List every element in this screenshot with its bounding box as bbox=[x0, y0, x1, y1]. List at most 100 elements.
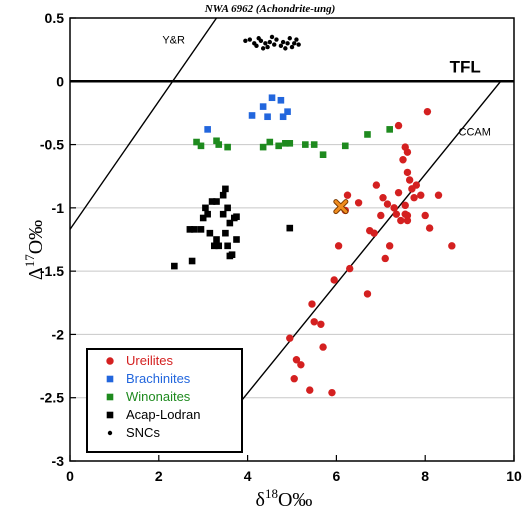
winonaites-point bbox=[319, 151, 327, 158]
winonaites-point bbox=[341, 142, 349, 150]
brachinites-point bbox=[204, 126, 211, 133]
legend-label-winonaites: Winonaites bbox=[126, 389, 191, 404]
ureilites-point bbox=[381, 254, 389, 263]
sncs-point bbox=[287, 36, 292, 41]
reference-line-ccam bbox=[238, 80, 502, 405]
acaplodran-point bbox=[199, 214, 207, 222]
winonaites-point bbox=[302, 141, 309, 148]
ureilites-point bbox=[372, 181, 381, 189]
y-tick-label: 0.5 bbox=[45, 10, 65, 26]
ureilites-point bbox=[401, 201, 409, 210]
winonaites-point bbox=[266, 138, 274, 146]
sncs-point bbox=[247, 37, 253, 42]
sncs-point bbox=[294, 37, 299, 42]
ureilites-point bbox=[310, 318, 318, 326]
axis-ticks: 0.50-0.5-1-1.5-2-2.5-30 2 4 6 8 10 bbox=[40, 10, 522, 484]
brachinites-point bbox=[284, 108, 291, 115]
plot-frame bbox=[69, 17, 515, 462]
acaplodran-point bbox=[206, 229, 214, 237]
ureilites-point bbox=[448, 242, 456, 250]
ureilites-point bbox=[412, 181, 421, 189]
ureilites-point bbox=[308, 300, 316, 308]
marker-stroke bbox=[334, 200, 348, 214]
y-tick-label: -0.5 bbox=[40, 137, 64, 153]
winonaites-point bbox=[364, 131, 371, 138]
ureilites-point bbox=[417, 191, 425, 199]
legend-box bbox=[86, 348, 243, 453]
annotations: Y&R TFL CCAM bbox=[162, 34, 491, 138]
ureilites-point bbox=[377, 211, 385, 220]
ureilites-point bbox=[405, 176, 414, 184]
y-tick-label: -1.5 bbox=[40, 263, 64, 279]
winonaites-point bbox=[193, 138, 200, 146]
acaplodran-point bbox=[204, 210, 211, 218]
ureilites-point bbox=[306, 386, 314, 394]
y-axis-title: Δ17O‰ bbox=[22, 220, 47, 280]
ureilites-point bbox=[394, 188, 403, 197]
x-tick-label: 6 bbox=[333, 468, 341, 484]
data-points bbox=[171, 34, 456, 397]
acaplodran-point bbox=[211, 242, 218, 250]
brachinites-point bbox=[268, 94, 276, 102]
winonaites-point bbox=[282, 140, 289, 147]
ureilites-point bbox=[385, 242, 394, 250]
x-tick-label: 10 bbox=[506, 468, 522, 484]
y-tick-label: -2 bbox=[52, 326, 65, 342]
winonaites-point bbox=[275, 142, 282, 150]
tfl-line-label: TFL bbox=[450, 57, 481, 76]
acaplodran-point bbox=[222, 229, 229, 237]
ccam-line-label: CCAM bbox=[459, 127, 491, 139]
ureilites-point bbox=[425, 224, 434, 232]
x-tick-label: 2 bbox=[155, 468, 163, 484]
acaplodran-point bbox=[191, 226, 198, 233]
sncs-point bbox=[269, 34, 275, 40]
acaplodran-point bbox=[171, 262, 178, 270]
reference-lines bbox=[69, 17, 514, 405]
ureilites-point bbox=[379, 194, 387, 202]
ureilites-point bbox=[399, 156, 407, 164]
sncs-point bbox=[292, 41, 297, 46]
brachinites-point bbox=[248, 112, 256, 119]
y-tick-label: -1 bbox=[52, 200, 65, 216]
winonaites-point bbox=[286, 140, 294, 147]
sncs-point bbox=[296, 42, 301, 47]
acaplodran-point bbox=[215, 242, 223, 250]
ureilites-point bbox=[397, 216, 405, 225]
acaplodran-point bbox=[219, 210, 227, 218]
ureilites-point bbox=[343, 191, 352, 199]
acaplodran-point bbox=[233, 213, 240, 221]
ureilites-point bbox=[403, 216, 412, 225]
x-tick-label: 0 bbox=[66, 468, 74, 484]
legend: Ureilites Brachinites Winonaites Acap-Lodra… bbox=[86, 348, 243, 453]
sncs-point bbox=[280, 39, 286, 45]
ureilites-point bbox=[328, 388, 336, 397]
yr-line-label: Y&R bbox=[162, 34, 185, 46]
acaplodran-point bbox=[224, 204, 231, 212]
winonaites-point bbox=[259, 143, 267, 151]
ureilites-point bbox=[354, 199, 363, 207]
ureilites-point bbox=[334, 242, 343, 250]
legend-marker-sncs bbox=[107, 430, 113, 436]
ureilites-point bbox=[290, 375, 298, 383]
legend-label-ureilites: Ureilites bbox=[126, 353, 173, 368]
legend-label-sncs: SNCs bbox=[126, 425, 160, 440]
ureilites-point bbox=[297, 361, 305, 369]
acaplodran-point bbox=[222, 185, 229, 193]
ureilites-point bbox=[330, 276, 338, 284]
winonaites-point bbox=[215, 141, 223, 148]
ureilites-point bbox=[319, 343, 327, 351]
y-tick-label: -3 bbox=[52, 453, 65, 469]
y-tick-label: -2.5 bbox=[40, 390, 64, 406]
ureilites-point bbox=[292, 356, 301, 364]
ureilites-point bbox=[346, 264, 354, 273]
sncs-point bbox=[283, 46, 288, 51]
brachinites-point bbox=[259, 103, 267, 110]
acaplodran-point bbox=[228, 251, 236, 258]
brachinites-point bbox=[277, 96, 285, 104]
sncs-point bbox=[278, 43, 284, 49]
winonaites-point bbox=[197, 142, 205, 150]
acaplodran-point bbox=[286, 224, 294, 232]
acaplodran-point bbox=[226, 219, 234, 227]
y-tick-label: 0 bbox=[56, 73, 64, 89]
winonaites-point bbox=[224, 143, 231, 151]
